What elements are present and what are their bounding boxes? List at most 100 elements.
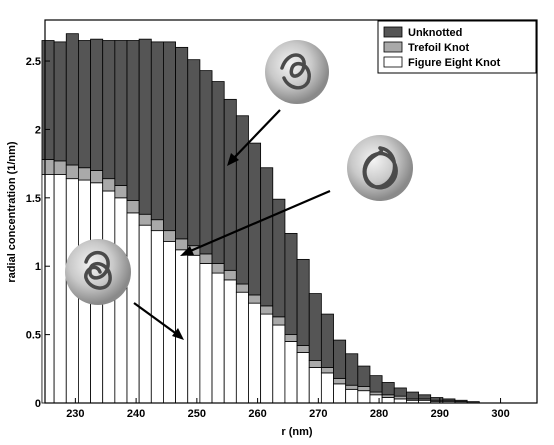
bar-trefoil-knot-16 — [235, 283, 249, 293]
bar-unknotted-5 — [102, 40, 116, 180]
x-tick-label-280: 280 — [370, 408, 388, 420]
legend-swatch-trefoil — [383, 41, 403, 53]
bar-trefoil-knot-7 — [126, 200, 140, 214]
bar-trefoil-knot-6 — [114, 185, 128, 199]
bar-figure-eight-knot-15 — [223, 279, 237, 404]
bar-unknotted-18 — [260, 167, 274, 307]
bar-figure-eight-knot-23 — [320, 372, 334, 404]
bar-figure-eight-knot-6 — [114, 197, 128, 404]
bar-figure-eight-knot-0 — [41, 174, 55, 404]
bar-trefoil-knot-26 — [357, 386, 371, 392]
x-tick-label-300: 300 — [491, 408, 509, 420]
bar-trefoil-knot-18 — [260, 305, 274, 315]
bar-trefoil-knot-29 — [393, 395, 407, 400]
bar-figure-eight-knot-25 — [345, 388, 359, 404]
bar-trefoil-knot-21 — [296, 345, 310, 353]
bar-figure-eight-knot-20 — [284, 341, 298, 404]
y-tick-label-1.5: 1.5 — [26, 193, 41, 205]
bar-trefoil-knot-19 — [272, 316, 286, 326]
bar-unknotted-10 — [163, 41, 176, 232]
bar-figure-eight-knot-11 — [175, 249, 189, 404]
bar-unknotted-30 — [406, 391, 419, 400]
knot-trefoil-illustration — [180, 135, 413, 256]
bar-unknotted-12 — [187, 59, 201, 247]
bar-figure-eight-knot-13 — [199, 263, 213, 404]
arrowhead-figure-eight — [172, 328, 184, 340]
bar-trefoil-knot-17 — [248, 294, 262, 304]
bar-unknotted-8 — [138, 38, 152, 215]
bar-trefoil-knot-3 — [78, 167, 91, 181]
bar-unknotted-29 — [393, 387, 407, 397]
bar-unknotted-19 — [272, 198, 286, 318]
bar-trefoil-knot-4 — [90, 170, 104, 184]
bar-unknotted-33 — [442, 398, 456, 401]
bar-unknotted-28 — [381, 382, 395, 396]
bar-figure-eight-knot-28 — [381, 397, 395, 404]
x-tick-label-270: 270 — [309, 408, 327, 420]
bar-figure-eight-knot-27 — [369, 394, 383, 404]
bar-figure-eight-knot-16 — [235, 291, 249, 404]
bar-trefoil-knot-11 — [175, 238, 189, 251]
bar-trefoil-knot-13 — [199, 253, 213, 264]
arrow-figure-eight — [133, 302, 179, 336]
bar-trefoil-knot-22 — [308, 360, 322, 368]
bar-figure-eight-knot-22 — [308, 367, 322, 404]
bar-figure-eight-knot-10 — [163, 241, 176, 404]
bar-trefoil-knot-1 — [53, 160, 67, 175]
bar-unknotted-15 — [223, 98, 237, 271]
bar-figure-eight-knot-24 — [333, 383, 347, 404]
bar-unknotted-6 — [114, 40, 128, 186]
y-axis-label: radial concentration (1/nm) — [6, 141, 18, 283]
bar-unknotted-0 — [41, 40, 55, 160]
bar-trefoil-knot-9 — [150, 219, 164, 232]
legend-swatch-unknotted — [383, 26, 403, 38]
x-axis-label: r (nm) — [281, 426, 313, 438]
bar-unknotted-21 — [296, 258, 310, 346]
knot-sphere-unknotted — [265, 40, 329, 104]
bar-figure-eight-knot-12 — [187, 254, 201, 404]
bar-unknotted-20 — [284, 232, 298, 336]
bar-trefoil-knot-10 — [163, 230, 176, 242]
bar-unknotted-26 — [357, 365, 371, 387]
arrowhead-trefoil — [180, 246, 194, 256]
bar-unknotted-24 — [333, 339, 347, 379]
bar-trefoil-knot-24 — [333, 377, 347, 385]
bar-unknotted-4 — [90, 38, 104, 171]
legend-box — [377, 20, 537, 74]
axes: 230 240 250 260 270 280 290 300 0 0.5 1 1.5 2 2.5 — [26, 56, 510, 420]
bar-unknotted-32 — [430, 397, 444, 401]
bar-unknotted-3 — [78, 40, 91, 169]
y-tick-label-0.5: 0.5 — [26, 330, 41, 342]
knot-strand-figure-eight — [84, 251, 112, 290]
bar-unknotted-34 — [454, 399, 468, 403]
x-tick-label-290: 290 — [431, 408, 449, 420]
bar-figure-eight-knot-21 — [296, 351, 310, 404]
bar-unknotted-11 — [175, 46, 189, 240]
bar-figure-eight-knot-7 — [126, 212, 140, 404]
y-tick-label-1: 1 — [35, 261, 41, 273]
bar-figure-eight-knot-1 — [53, 174, 67, 404]
y-tick-label-2.5: 2.5 — [26, 56, 41, 68]
bar-trefoil-knot-0 — [41, 159, 55, 175]
bar-trefoil-knot-5 — [102, 178, 116, 192]
bar-unknotted-2 — [65, 33, 79, 166]
bar-trefoil-knot-15 — [223, 269, 237, 281]
legend-label-figure-eight: Figure Eight Knot — [408, 57, 501, 69]
arrowhead-unknotted — [227, 153, 239, 166]
bar-trefoil-knot-28 — [381, 394, 395, 398]
knot-sphere-figure-eight — [65, 239, 131, 305]
knot-strand-unknotted — [280, 53, 311, 90]
bar-unknotted-9 — [150, 41, 164, 221]
knot-strand-trefoil — [362, 146, 398, 190]
legend-label-trefoil: Trefoil Knot — [408, 42, 469, 54]
legend-label-unknotted: Unknotted — [408, 27, 462, 39]
bar-unknotted-22 — [308, 293, 322, 362]
bar-unknotted-31 — [418, 394, 432, 400]
x-tick-label-230: 230 — [66, 408, 84, 420]
bar-trefoil-knot-8 — [138, 213, 152, 226]
knot-unknotted-illustration — [227, 40, 329, 166]
arrow-trefoil — [187, 189, 331, 254]
plot-frame — [44, 19, 538, 404]
bar-figure-eight-knot-26 — [357, 390, 371, 404]
